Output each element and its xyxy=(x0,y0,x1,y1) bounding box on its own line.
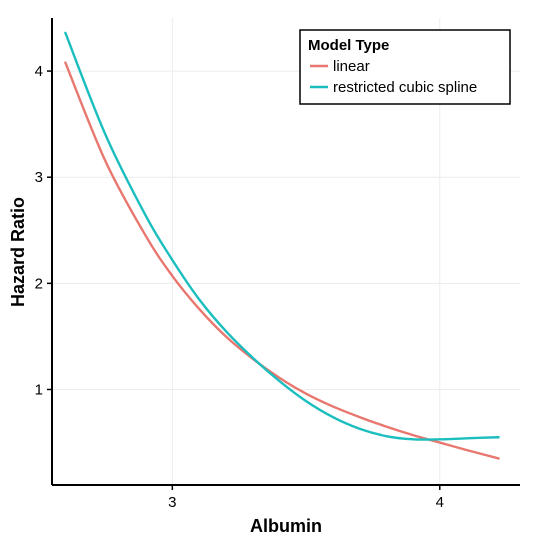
legend-label-0: linear xyxy=(333,58,370,75)
x-tick-label: 3 xyxy=(168,494,176,511)
y-axis-ticks: 1 2 3 4 xyxy=(35,63,52,398)
legend-label-1: restricted cubic spline xyxy=(333,79,477,96)
series-layer xyxy=(64,31,500,460)
x-tick-label: 4 xyxy=(436,494,444,511)
legend: Model Type linear restricted cubic spline xyxy=(299,29,511,105)
y-tick-label: 1 xyxy=(35,381,43,398)
y-tick-label: 3 xyxy=(35,169,43,186)
series-line-1 xyxy=(64,31,500,441)
x-axis-label: Albumin xyxy=(250,516,322,536)
y-tick-label: 2 xyxy=(35,275,43,292)
y-axis-label: Hazard Ratio xyxy=(8,197,28,307)
series-line-0 xyxy=(64,61,500,460)
legend-entries: linear restricted cubic spline xyxy=(310,58,477,96)
legend-title: Model Type xyxy=(308,37,389,54)
y-tick-label: 4 xyxy=(35,63,43,80)
legend-box xyxy=(299,29,511,105)
